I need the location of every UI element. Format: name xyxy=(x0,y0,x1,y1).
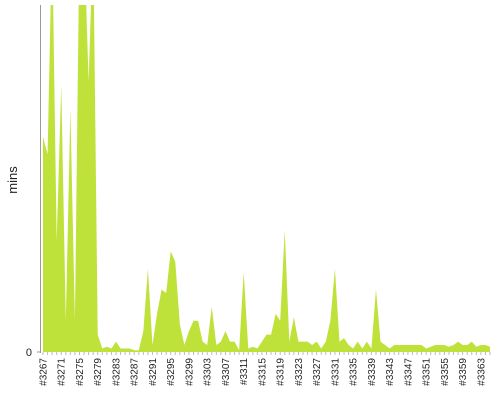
x-tick-label: #3315 xyxy=(257,358,268,386)
y-tick-label: 0 xyxy=(26,347,32,359)
y-axis-label: mins xyxy=(5,166,20,194)
x-tick-label: #3355 xyxy=(440,358,451,386)
x-tick-label: #3307 xyxy=(221,358,232,386)
x-tick-label: #3343 xyxy=(385,358,396,386)
x-tick-label: #3335 xyxy=(349,358,360,386)
x-tick-label: #3319 xyxy=(276,358,287,386)
x-tick-label: #3295 xyxy=(166,358,177,386)
x-tick-label: #3327 xyxy=(312,358,323,386)
x-tick-label: #3279 xyxy=(93,358,104,386)
x-tick-label: #3347 xyxy=(403,358,414,386)
x-tick-label: #3359 xyxy=(458,358,469,386)
area xyxy=(43,5,490,352)
x-tick-label: #3311 xyxy=(239,358,250,386)
x-tick-label: #3303 xyxy=(203,358,214,386)
x-tick-label: #3287 xyxy=(130,358,141,386)
x-tick-label: #3323 xyxy=(294,358,305,386)
x-tick-label: #3283 xyxy=(111,358,122,386)
x-tick-label: #3363 xyxy=(476,358,487,386)
x-tick-label: #3271 xyxy=(57,358,68,386)
x-tick-label: #3299 xyxy=(184,358,195,386)
x-tick-label: #3331 xyxy=(330,358,341,386)
x-tick-label: #3275 xyxy=(75,358,86,386)
x-tick-label: #3291 xyxy=(148,358,159,386)
x-tick-label: #3339 xyxy=(367,358,378,386)
x-tick-label: #3267 xyxy=(39,358,50,386)
x-tick-label: #3351 xyxy=(422,358,433,386)
